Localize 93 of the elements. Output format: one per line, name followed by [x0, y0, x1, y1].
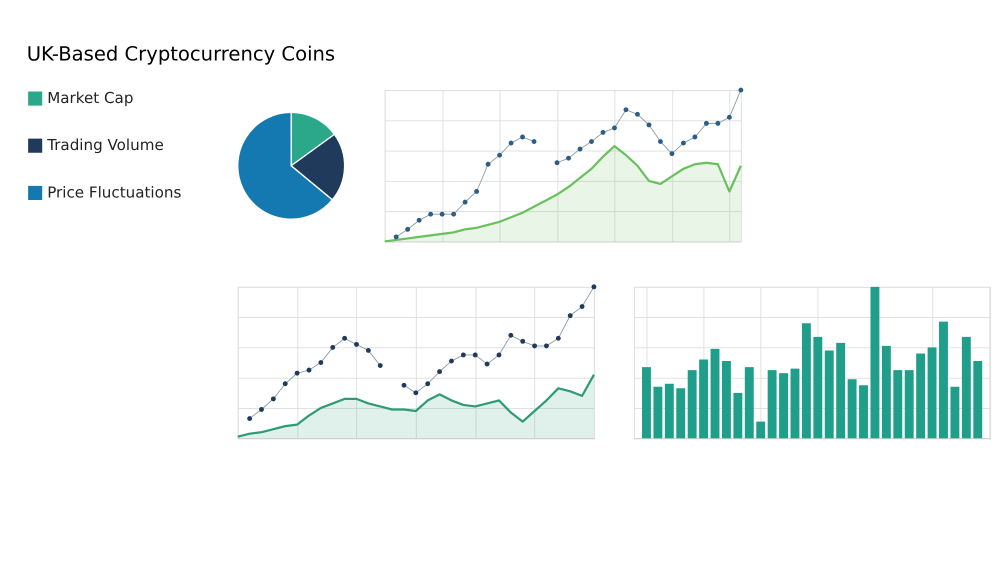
bar [710, 348, 720, 438]
point [428, 212, 434, 217]
point [578, 146, 582, 152]
legend-label: Trading Volume [46, 136, 164, 154]
point [342, 336, 348, 341]
bar [882, 346, 891, 438]
point [416, 218, 422, 223]
bar [664, 384, 674, 438]
point [726, 114, 732, 120]
bar [688, 370, 697, 438]
point [462, 200, 468, 205]
point [738, 88, 744, 93]
point [484, 362, 490, 367]
point [270, 396, 276, 402]
point [520, 338, 526, 344]
bar [859, 385, 868, 438]
point [366, 348, 371, 353]
point [580, 304, 585, 309]
point [451, 212, 456, 217]
chart-title: UK-Based Cryptocurrency Coins [26, 42, 336, 66]
bar [733, 392, 742, 438]
point [247, 416, 252, 421]
point [486, 162, 491, 167]
bar [790, 368, 800, 438]
point [669, 151, 674, 156]
bar [939, 322, 948, 438]
bar [722, 361, 731, 438]
point [437, 369, 442, 374]
point [294, 370, 300, 376]
point [589, 139, 594, 144]
bar [836, 342, 846, 438]
bar [962, 336, 971, 438]
point [318, 360, 324, 365]
point [612, 125, 617, 130]
point [600, 130, 606, 135]
point [405, 226, 410, 232]
point [520, 134, 525, 140]
point [680, 140, 686, 146]
point [544, 343, 549, 348]
bar [893, 370, 902, 438]
point [692, 134, 698, 140]
point [568, 313, 573, 318]
point [413, 390, 418, 396]
bar [973, 361, 982, 438]
bar [950, 386, 960, 438]
point [402, 382, 406, 388]
point [532, 343, 538, 348]
legend-label: Market Cap [47, 88, 134, 107]
point [425, 381, 430, 386]
point [474, 189, 480, 194]
bar [824, 350, 834, 438]
point [566, 156, 571, 161]
bar [744, 367, 754, 438]
bar [928, 347, 937, 438]
bar [699, 360, 708, 438]
point [508, 140, 514, 146]
bar [848, 379, 857, 438]
point [532, 139, 536, 144]
bar [904, 370, 914, 438]
point [259, 407, 264, 412]
bar [870, 286, 880, 438]
legend-label: Price Fluctuations [47, 183, 182, 202]
bar [802, 323, 811, 438]
point [646, 122, 652, 128]
point [715, 120, 720, 126]
point [592, 284, 596, 290]
point [394, 234, 399, 240]
bar [779, 373, 788, 438]
point [496, 352, 502, 358]
point [440, 212, 445, 217]
point [554, 160, 560, 166]
bar [813, 336, 822, 438]
point [508, 332, 514, 338]
point [460, 352, 466, 358]
bar [642, 367, 651, 438]
point [449, 358, 454, 364]
bar [653, 386, 662, 438]
point [624, 107, 628, 112]
point [658, 139, 663, 144]
point [472, 352, 478, 358]
point [635, 112, 640, 117]
point [556, 336, 561, 341]
point [306, 368, 312, 373]
bar [756, 422, 766, 438]
bar [676, 388, 686, 438]
bar [768, 370, 777, 438]
bar [916, 353, 926, 438]
point [330, 344, 336, 350]
point [378, 363, 383, 368]
point [354, 342, 359, 347]
point [704, 120, 709, 126]
point [282, 381, 288, 386]
point [497, 152, 502, 158]
